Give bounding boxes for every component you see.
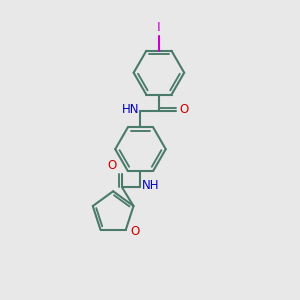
Text: O: O	[130, 225, 139, 238]
Text: HN: HN	[122, 103, 139, 116]
Text: NH: NH	[142, 179, 160, 192]
Text: I: I	[157, 21, 161, 34]
Text: O: O	[179, 103, 188, 116]
Text: O: O	[107, 159, 117, 172]
